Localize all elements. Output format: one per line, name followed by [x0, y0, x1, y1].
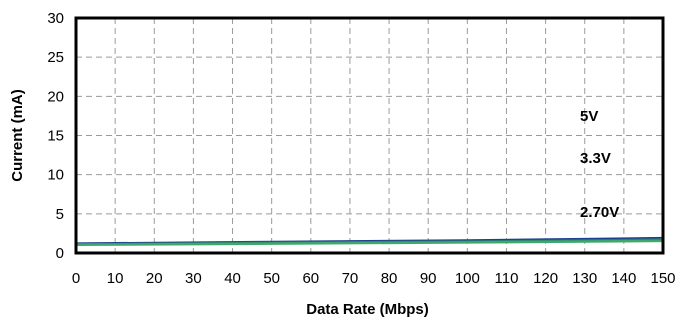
- x-tick-label: 0: [72, 270, 80, 287]
- series-lines: [75, 236, 664, 247]
- y-tick-label: 25: [47, 49, 64, 66]
- x-tick-label: 10: [107, 270, 124, 287]
- plot-frame: [74, 16, 665, 255]
- x-tick-label: 100: [455, 270, 480, 287]
- x-tick-label: 150: [650, 270, 675, 287]
- series-line: [75, 239, 664, 247]
- x-tick-label: 20: [146, 270, 163, 287]
- x-tick-label: 60: [302, 270, 319, 287]
- y-tick-label: 30: [47, 10, 64, 27]
- x-tick-label: 40: [224, 270, 241, 287]
- x-tick-labels: 0 10 20 30 40 50 60 70 80 90 100 110 120 130 140 150: [72, 270, 676, 287]
- x-tick-label: 130: [572, 270, 597, 287]
- x-tick-label: 140: [611, 270, 636, 287]
- voltage-annotation: 2.70V: [580, 204, 619, 221]
- y-tick-label: 15: [47, 128, 64, 145]
- y-axis-title: Current (mA): [9, 89, 26, 182]
- x-tick-label: 90: [420, 270, 437, 287]
- grid: [76, 18, 663, 253]
- x-tick-label: 30: [185, 270, 202, 287]
- x-tick-label: 120: [533, 270, 558, 287]
- y-tick-label: 0: [56, 245, 64, 262]
- x-tick-label: 50: [263, 270, 280, 287]
- voltage-annotation: 3.3V: [580, 150, 611, 167]
- series-annotations: 5V 3.3V 2.70V: [580, 108, 619, 221]
- x-axis-title: Data Rate (Mbps): [306, 301, 429, 318]
- x-tick-label: 110: [495, 270, 519, 287]
- y-tick-label: 5: [56, 206, 64, 223]
- x-tick-label: 80: [381, 270, 398, 287]
- x-tick-label: 70: [342, 270, 359, 287]
- y-tick-label: 20: [47, 88, 64, 105]
- y-tick-labels: 0 5 10 15 20 25 30: [47, 10, 64, 262]
- y-tick-label: 10: [47, 167, 64, 184]
- voltage-annotation: 5V: [580, 108, 598, 125]
